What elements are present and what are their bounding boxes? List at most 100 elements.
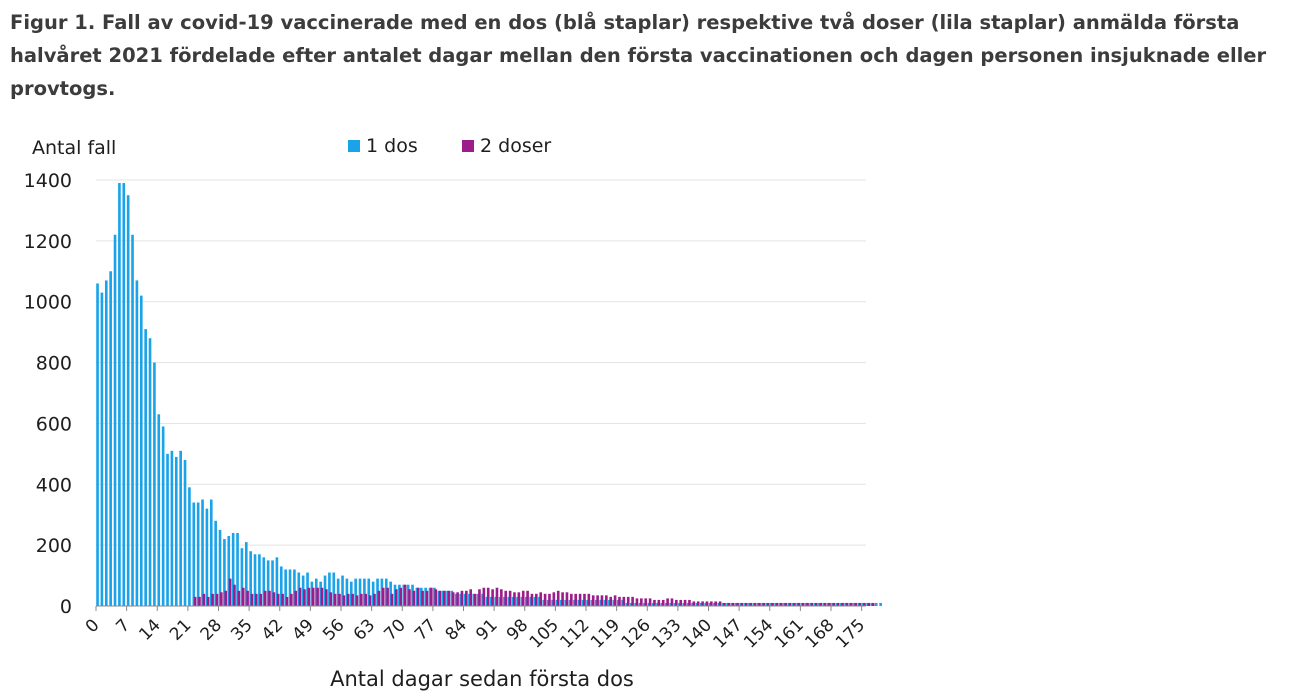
bar-2-doser <box>600 595 604 606</box>
bar-2-doser <box>403 584 407 606</box>
bar-1-dos <box>332 572 336 606</box>
bar-1-dos <box>354 578 357 606</box>
legend-swatch-2-doser <box>462 140 474 152</box>
bar-2-doser <box>281 593 284 606</box>
bar-2-doser <box>443 590 446 606</box>
x-tick-label: 56 <box>319 615 348 644</box>
bar-1-dos <box>258 554 261 606</box>
bar-2-doser <box>325 589 328 606</box>
bar-2-doser <box>841 602 844 606</box>
bar-1-dos <box>341 575 344 606</box>
bar-2-doser <box>644 598 648 606</box>
y-tick-label: 600 <box>36 413 72 435</box>
x-tick-label: 112 <box>556 615 593 652</box>
bar-2-doser <box>373 593 376 606</box>
bar-2-doser <box>294 590 298 606</box>
bar-1-dos <box>139 295 143 606</box>
bar-2-doser <box>399 587 403 606</box>
bar-1-dos <box>293 569 296 606</box>
bar-2-doser <box>753 602 757 606</box>
bar-2-doser <box>469 589 473 606</box>
bar-1-dos <box>201 499 204 606</box>
bar-2-doser <box>451 592 455 606</box>
bar-1-dos <box>131 234 134 606</box>
bar-2-doser <box>425 590 429 606</box>
bar-2-doser <box>863 602 866 606</box>
bar-2-doser <box>456 592 459 606</box>
bar-2-doser <box>259 593 263 606</box>
bar-2-doser <box>206 596 210 606</box>
bar-2-doser <box>202 593 206 606</box>
bar-2-doser <box>578 593 582 606</box>
bar-2-doser <box>526 590 529 606</box>
bar-2-doser <box>342 595 346 606</box>
bar-1-dos <box>170 450 174 606</box>
bar-2-doser <box>679 599 683 606</box>
bar-1-dos <box>363 578 366 606</box>
bar-2-doser <box>364 593 368 606</box>
bar-2-doser <box>351 593 354 606</box>
bar-2-doser <box>276 593 280 606</box>
legend-label-1-dos: 1 dos <box>366 135 418 157</box>
bar-2-doser <box>478 589 481 606</box>
bar-2-doser <box>360 593 363 606</box>
bar-1-dos <box>113 234 117 606</box>
bar-1-dos <box>223 539 226 606</box>
bar-2-doser <box>749 602 753 606</box>
bar-2-doser <box>609 596 613 606</box>
bar-2-doser <box>416 587 420 606</box>
bar-1-dos <box>174 456 178 606</box>
x-tick-label: 91 <box>472 615 501 644</box>
bar-1-dos <box>253 554 257 606</box>
bar-2-doser <box>701 601 704 606</box>
bar-2-doser <box>648 598 652 606</box>
bar-2-doser <box>740 602 744 606</box>
x-tick-label: 28 <box>197 615 226 644</box>
bar-2-doser <box>727 602 731 606</box>
bar-1-dos <box>157 414 161 606</box>
y-tick-label: 0 <box>60 596 72 618</box>
bar-2-doser <box>587 593 591 606</box>
bar-1-dos <box>879 602 882 606</box>
bar-1-dos <box>109 271 112 606</box>
bar-2-doser <box>613 595 617 606</box>
bar-2-doser <box>775 602 779 606</box>
bar-2-doser <box>504 590 508 606</box>
bar-2-doser <box>819 602 823 606</box>
bar-2-doser <box>513 592 516 606</box>
bar-2-doser <box>316 587 319 606</box>
x-tick-label: 161 <box>771 615 808 652</box>
bar-2-doser <box>220 592 223 606</box>
bar-2-doser <box>408 589 411 606</box>
bar-2-doser <box>246 590 249 606</box>
bar-2-doser <box>626 596 630 606</box>
bar-2-doser <box>828 602 831 606</box>
bar-1-dos <box>328 572 331 606</box>
x-tick-label: 84 <box>442 615 471 644</box>
series-2-doser-bars <box>193 578 875 606</box>
bar-2-doser <box>346 593 350 606</box>
x-tick-label: 63 <box>350 615 379 644</box>
bar-2-doser <box>850 602 853 606</box>
bar-2-doser <box>788 602 792 606</box>
figure-caption: Figur 1. Fall av covid-19 vaccinerade me… <box>10 11 1267 100</box>
bar-2-doser <box>653 599 656 606</box>
bar-1-dos <box>271 560 274 606</box>
bar-2-doser <box>688 599 691 606</box>
bar-2-doser <box>338 593 341 606</box>
bar-2-doser <box>438 590 442 606</box>
bar-2-doser <box>858 602 862 606</box>
bar-1-dos <box>345 578 349 606</box>
bar-1-dos <box>249 551 252 606</box>
bar-2-doser <box>745 602 748 606</box>
bar-2-doser <box>447 590 451 606</box>
y-tick-label: 400 <box>36 474 72 496</box>
bar-2-doser <box>618 596 621 606</box>
bar-2-doser <box>657 599 661 606</box>
x-tick-label: 35 <box>227 615 256 644</box>
bar-2-doser <box>548 593 551 606</box>
bar-2-doser <box>198 596 201 606</box>
bar-2-doser <box>250 593 254 606</box>
bar-2-doser <box>381 587 385 606</box>
bar-2-doser <box>854 602 858 606</box>
